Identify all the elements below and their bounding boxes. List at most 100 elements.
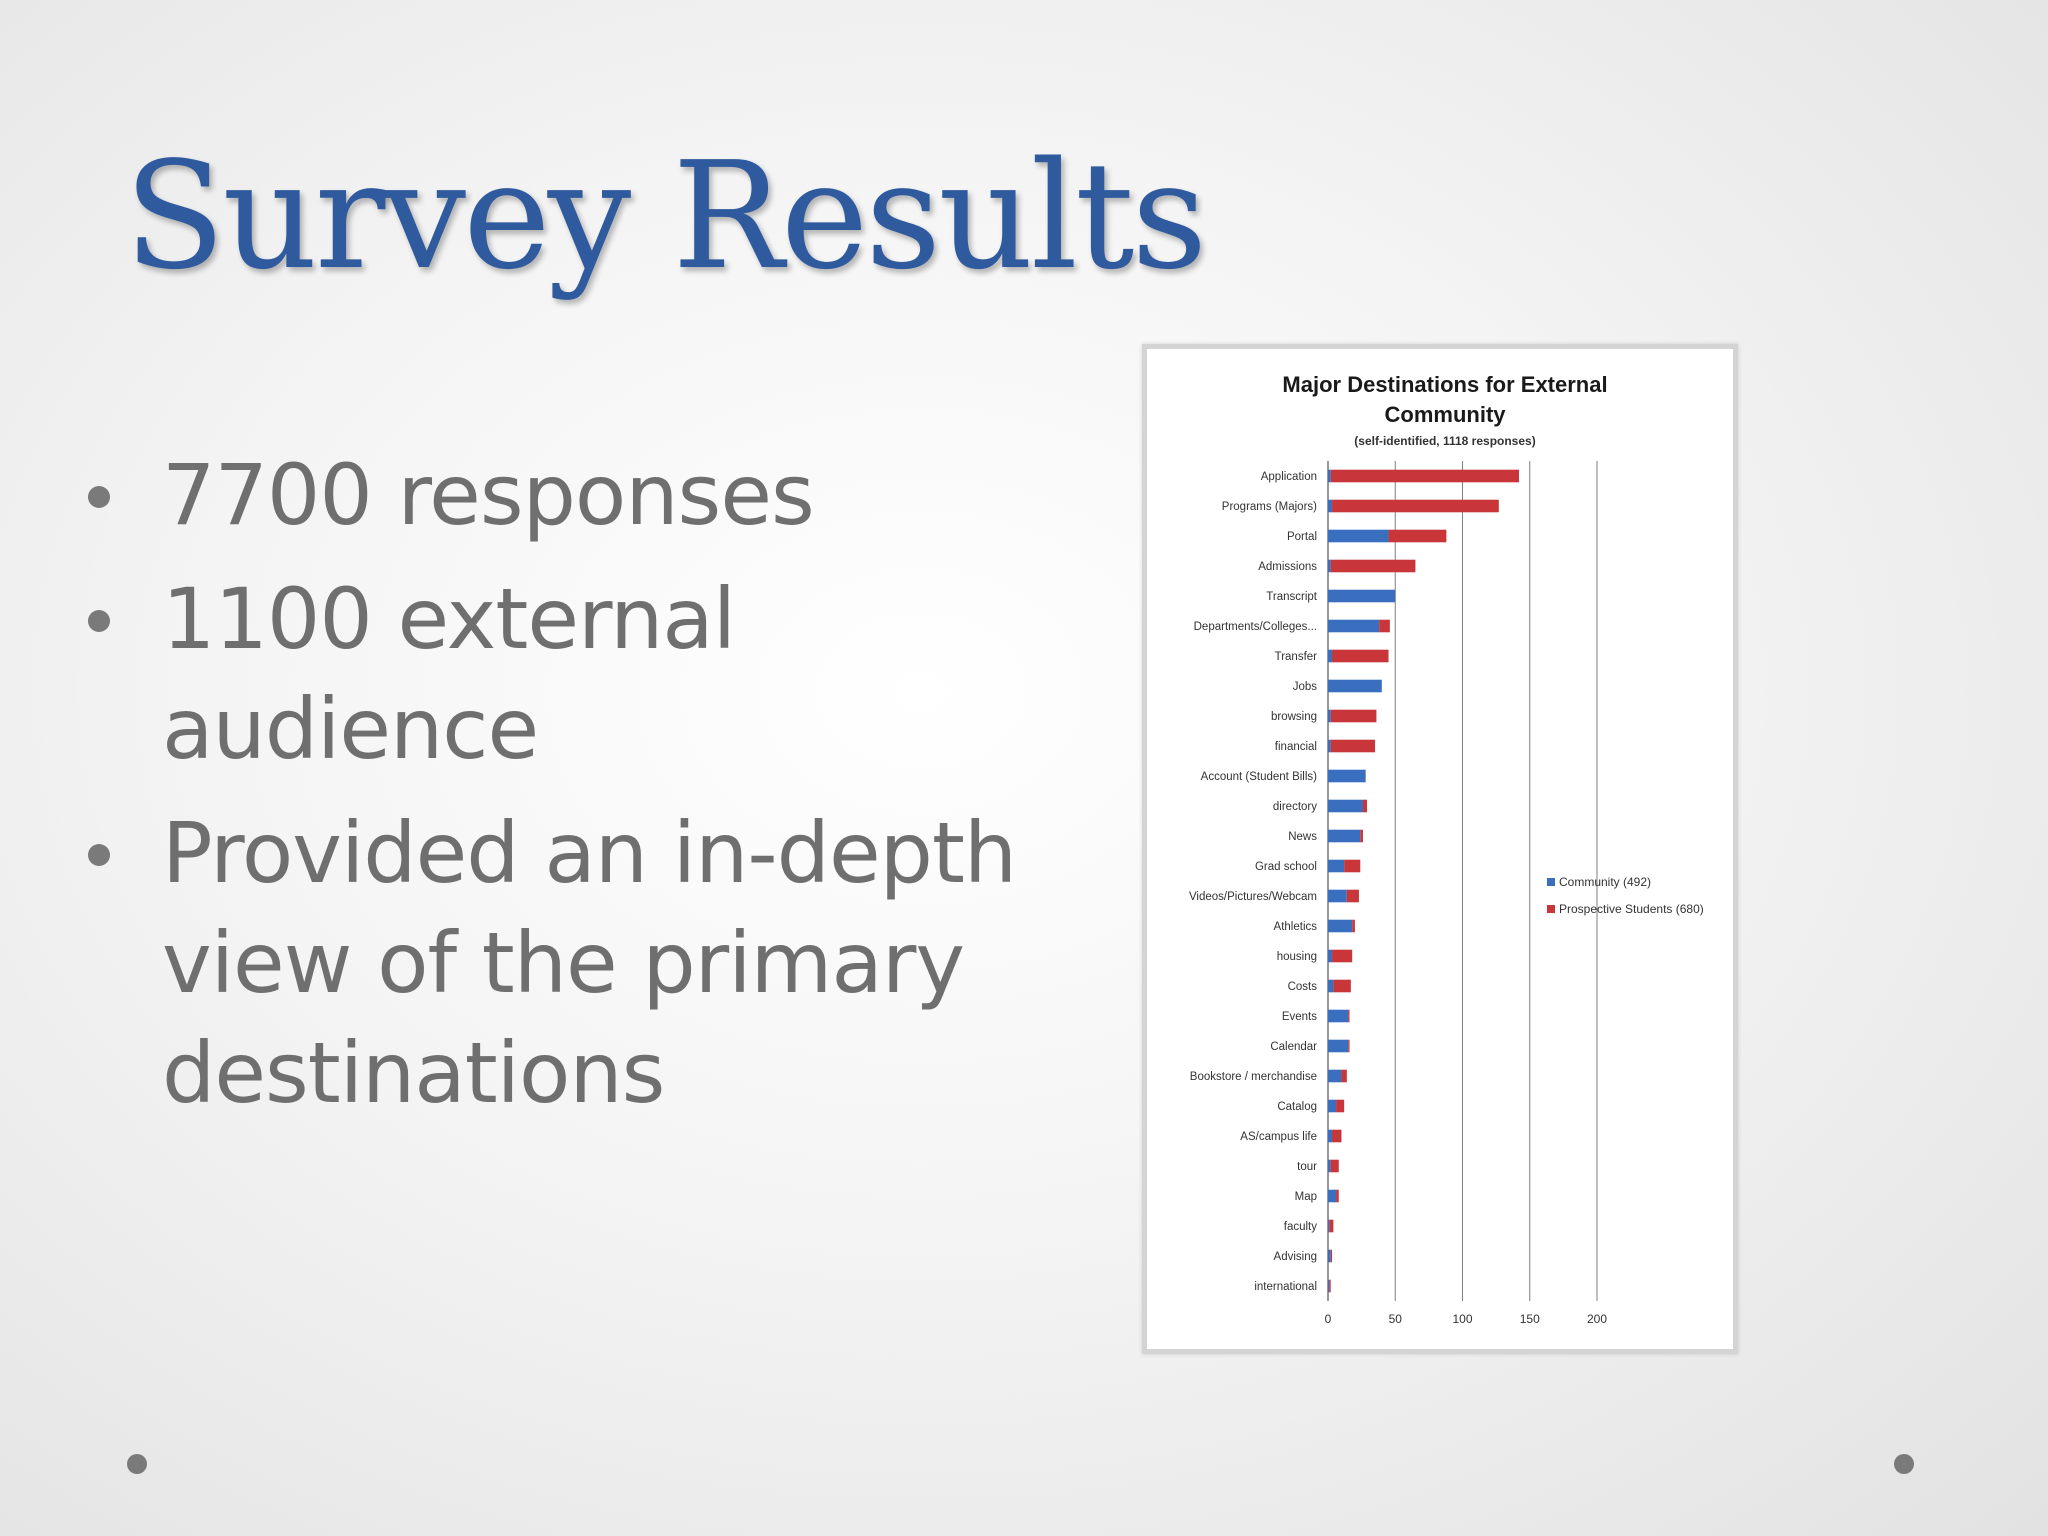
bar-prospective <box>1332 949 1353 963</box>
bar-prospective <box>1346 889 1359 903</box>
bar-prospective <box>1336 1189 1339 1203</box>
category-label: Programs (Majors) <box>1222 501 1317 513</box>
bar-community <box>1328 1129 1333 1143</box>
bar-prospective <box>1336 1099 1345 1113</box>
bar-community <box>1328 739 1331 753</box>
bar-community <box>1328 1279 1330 1293</box>
bullet-text: 7700 responses <box>162 446 815 544</box>
bar-prospective <box>1341 1069 1347 1083</box>
bar-prospective <box>1329 1219 1334 1233</box>
x-tick-label-150: 150 <box>1520 1312 1540 1326</box>
bullet-dot-icon <box>88 844 110 866</box>
category-label: Catalog <box>1277 1101 1317 1113</box>
legend-swatch-community <box>1547 878 1555 886</box>
bar-community <box>1328 589 1396 603</box>
bullet-item-responses: 7700 responses <box>78 440 1088 550</box>
bar-community <box>1328 469 1331 483</box>
chart-frame: Major Destinations for External Community… <box>1142 344 1738 1354</box>
bar-community <box>1328 679 1382 693</box>
category-label: housing <box>1277 951 1317 963</box>
x-tick-label-50: 50 <box>1389 1312 1403 1326</box>
bullet-item-destinations: Provided an in-depth view of the primary… <box>78 798 1088 1128</box>
category-label: Portal <box>1287 531 1317 543</box>
bar-community <box>1328 619 1380 633</box>
chart-subtitle: (self-identified, 1118 responses) <box>1354 434 1535 448</box>
legend-label-community: Community (492) <box>1559 875 1651 889</box>
bar-prospective <box>1348 1039 1350 1053</box>
bar-prospective <box>1330 709 1377 723</box>
bar-community <box>1328 709 1331 723</box>
legend-label-prospective: Prospective Students (680) <box>1559 902 1704 916</box>
chart-title-line-1: Major Destinations for External <box>1282 372 1607 397</box>
corner-dot-left <box>127 1454 147 1474</box>
bar-community <box>1328 829 1361 843</box>
category-label: Admissions <box>1258 561 1317 573</box>
bar-community <box>1328 499 1333 513</box>
bar-community <box>1328 559 1331 573</box>
x-tick-label-200: 200 <box>1587 1312 1607 1326</box>
bar-community <box>1328 949 1333 963</box>
bullet-item-external-audience: 1100 external audience <box>78 564 1088 784</box>
category-label: Events <box>1282 1011 1317 1023</box>
category-label: directory <box>1273 801 1317 813</box>
category-label: Advising <box>1274 1251 1317 1263</box>
bar-prospective <box>1388 529 1447 543</box>
bar-prospective <box>1332 1129 1342 1143</box>
category-label: Application <box>1261 471 1317 483</box>
category-label: Videos/Pictures/Webcam <box>1189 891 1317 903</box>
bar-community <box>1328 1009 1349 1023</box>
bar-community <box>1328 1189 1337 1203</box>
bar-prospective <box>1330 469 1519 483</box>
bar-community <box>1328 529 1389 543</box>
bar-community <box>1328 1159 1331 1173</box>
bar-community <box>1328 979 1334 993</box>
corner-dot-right <box>1894 1454 1914 1474</box>
bar-prospective <box>1379 619 1390 633</box>
bullet-dot-icon <box>88 610 110 632</box>
bar-community <box>1328 649 1333 663</box>
bar-community <box>1328 1039 1349 1053</box>
chart-title-line-2: Community <box>1385 402 1507 427</box>
bar-prospective <box>1352 919 1355 933</box>
destinations-bar-chart: Major Destinations for External Community… <box>1189 372 1704 1326</box>
bar-prospective <box>1330 1159 1339 1173</box>
bar-prospective <box>1330 1249 1333 1263</box>
bar-prospective <box>1360 829 1363 843</box>
bullet-list: 7700 responses 1100 external audience Pr… <box>78 440 1088 1142</box>
category-label: Jobs <box>1293 681 1318 693</box>
bullet-text: Provided an in-depth view of the primary… <box>162 804 1017 1122</box>
category-label: tour <box>1297 1161 1317 1173</box>
x-tick-label-100: 100 <box>1452 1312 1472 1326</box>
bar-community <box>1328 1249 1331 1263</box>
category-label: faculty <box>1284 1221 1317 1233</box>
bullet-text: 1100 external audience <box>162 570 736 778</box>
slide-title: Survey Results <box>124 130 1207 302</box>
category-label: financial <box>1275 741 1317 753</box>
bar-prospective <box>1330 559 1416 573</box>
bar-community <box>1328 769 1366 783</box>
category-label: AS/campus life <box>1240 1131 1317 1143</box>
bar-community <box>1328 799 1363 813</box>
category-label: Grad school <box>1255 861 1317 873</box>
bullet-dot-icon <box>88 486 110 508</box>
bar-community <box>1328 859 1345 873</box>
category-label: Map <box>1295 1191 1317 1203</box>
bar-prospective <box>1344 859 1361 873</box>
bar-community <box>1328 919 1353 933</box>
category-label: Transfer <box>1275 651 1318 663</box>
bar-community <box>1328 1219 1330 1233</box>
category-label: Costs <box>1288 981 1318 993</box>
category-label: Athletics <box>1274 921 1318 933</box>
bar-community <box>1328 1099 1337 1113</box>
category-label: browsing <box>1271 711 1317 723</box>
category-label: Calendar <box>1270 1041 1317 1053</box>
bar-prospective <box>1330 739 1376 753</box>
x-tick-label-0: 0 <box>1325 1312 1332 1326</box>
bar-prospective <box>1362 799 1368 813</box>
bar-community <box>1328 889 1347 903</box>
bar-prospective <box>1333 979 1351 993</box>
bar-prospective <box>1332 649 1389 663</box>
category-label: international <box>1254 1281 1317 1293</box>
category-label: Bookstore / merchandise <box>1190 1071 1317 1083</box>
bar-prospective <box>1332 499 1499 513</box>
